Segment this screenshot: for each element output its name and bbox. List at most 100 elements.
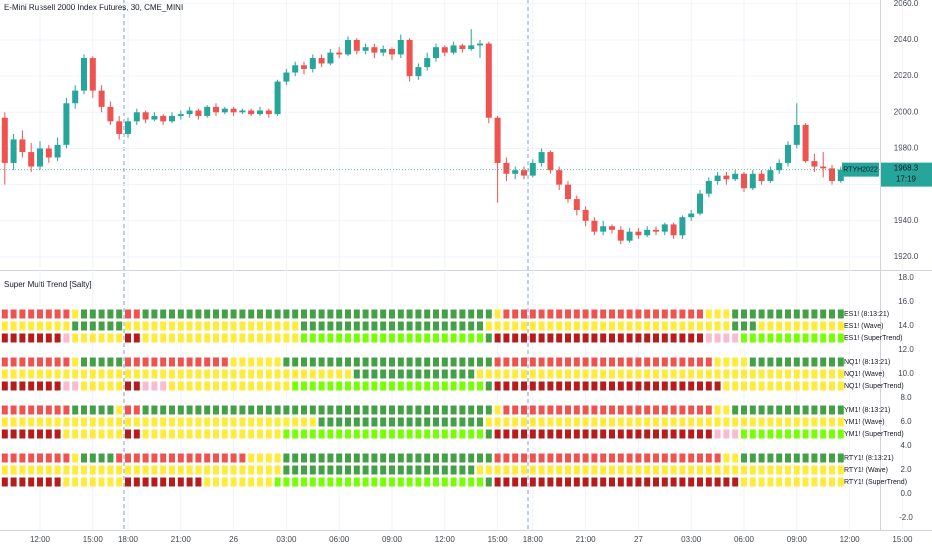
trend-square [829, 309, 835, 319]
trend-square [723, 429, 730, 439]
trend-square [318, 369, 325, 379]
trend-square [177, 417, 184, 427]
trend-square [785, 417, 791, 427]
trend-square [503, 477, 510, 487]
trend-square [397, 381, 404, 391]
trend-square [257, 369, 263, 379]
trend-square [793, 429, 800, 439]
trend-square [635, 309, 642, 319]
price-tag-label: 1968.3 [894, 164, 919, 173]
trend-square [309, 453, 316, 463]
trend-square [107, 333, 114, 343]
trend-square [19, 381, 26, 391]
trend-square [142, 333, 149, 343]
trend-square [54, 381, 61, 391]
trend-square [160, 465, 167, 475]
trend-square [160, 369, 167, 379]
trend-square [371, 369, 378, 379]
trend-square [186, 405, 193, 415]
y-tick-label: 2060.0 [894, 0, 919, 8]
trend-square [345, 309, 351, 319]
candle-body [239, 110, 246, 113]
trend-square [697, 417, 703, 427]
trend-square [292, 417, 299, 427]
trend-square [494, 465, 501, 475]
trend-square [239, 369, 246, 379]
trend-square [239, 453, 246, 463]
trend-square [283, 429, 290, 439]
trend-square [512, 453, 519, 463]
trend-square [397, 357, 404, 367]
trend-square [600, 309, 607, 319]
trend-square [345, 333, 351, 343]
trend-square [723, 381, 730, 391]
trend-square [459, 477, 466, 487]
trend-square [116, 477, 123, 487]
trend-square [688, 381, 695, 391]
trend-square [653, 381, 659, 391]
trend-square [582, 477, 589, 487]
trend-square [653, 405, 659, 415]
trend-square [521, 405, 527, 415]
trend-square [274, 417, 281, 427]
trend-square [283, 381, 290, 391]
trend-square [230, 453, 237, 463]
trend-square [248, 429, 255, 439]
trend-square [829, 357, 835, 367]
trend-square [186, 309, 193, 319]
trend-square [345, 405, 351, 415]
trend-square [362, 381, 369, 391]
trend-square [758, 405, 765, 415]
trend-square [714, 309, 721, 319]
y-tick-label: 1940.0 [894, 216, 919, 225]
trend-square [811, 333, 818, 343]
x-tick-label: 03:00 [276, 535, 297, 544]
trend-square [230, 405, 237, 415]
candle-body [19, 139, 26, 153]
candle-body [1, 117, 8, 163]
trend-square [793, 453, 800, 463]
trend-square [160, 309, 167, 319]
trend-square [837, 357, 844, 367]
trend-square [547, 405, 554, 415]
trend-square [107, 309, 114, 319]
trend-square [1, 369, 8, 379]
trend-square [389, 417, 395, 427]
trend-square [573, 309, 580, 319]
trend-square [723, 321, 730, 331]
trend-square [142, 321, 149, 331]
trend-square [397, 333, 404, 343]
trend-square [670, 333, 677, 343]
trend-square [820, 369, 827, 379]
trend-square [362, 477, 369, 487]
trend-square [547, 465, 554, 475]
trend-square [195, 321, 202, 331]
trend-square [829, 369, 835, 379]
trend-square [169, 309, 175, 319]
trend-square [160, 429, 167, 439]
trend-square [767, 369, 774, 379]
trend-square [494, 429, 501, 439]
trend-square [714, 369, 721, 379]
trend-square [741, 417, 747, 427]
trend-square [459, 321, 466, 331]
trend-square [204, 381, 211, 391]
trend-square [204, 405, 211, 415]
candle-body [28, 152, 35, 167]
trend-square [37, 417, 43, 427]
trend-square [732, 369, 739, 379]
candle-body [485, 43, 492, 118]
trend-square [10, 465, 17, 475]
candle-body [811, 161, 818, 167]
trend-square [609, 357, 615, 367]
trend-square [125, 465, 131, 475]
trend-square [177, 405, 184, 415]
trend-square [257, 321, 263, 331]
trend-square [732, 309, 739, 319]
trend-square [160, 357, 167, 367]
trend-square [424, 369, 431, 379]
trend-square [160, 333, 167, 343]
trend-square [802, 429, 809, 439]
trend-square [336, 309, 343, 319]
candle-body [644, 229, 651, 236]
